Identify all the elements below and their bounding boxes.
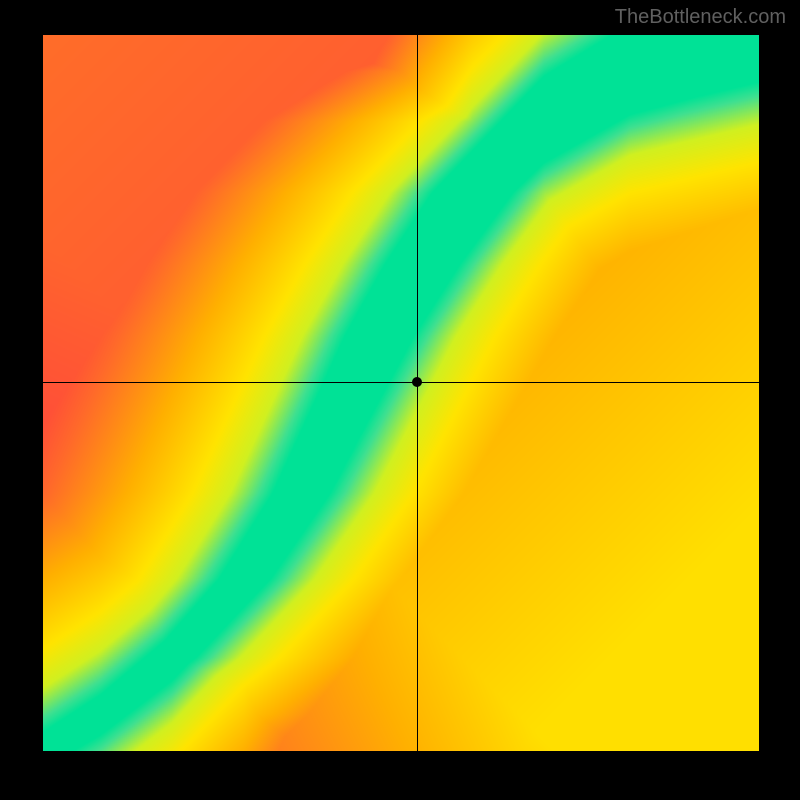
watermark-text: TheBottleneck.com <box>615 6 786 29</box>
crosshair-marker-dot <box>412 377 422 387</box>
heatmap-canvas <box>43 35 759 751</box>
heatmap-plot <box>43 35 759 751</box>
crosshair-horizontal <box>43 382 759 383</box>
crosshair-vertical <box>417 35 418 751</box>
